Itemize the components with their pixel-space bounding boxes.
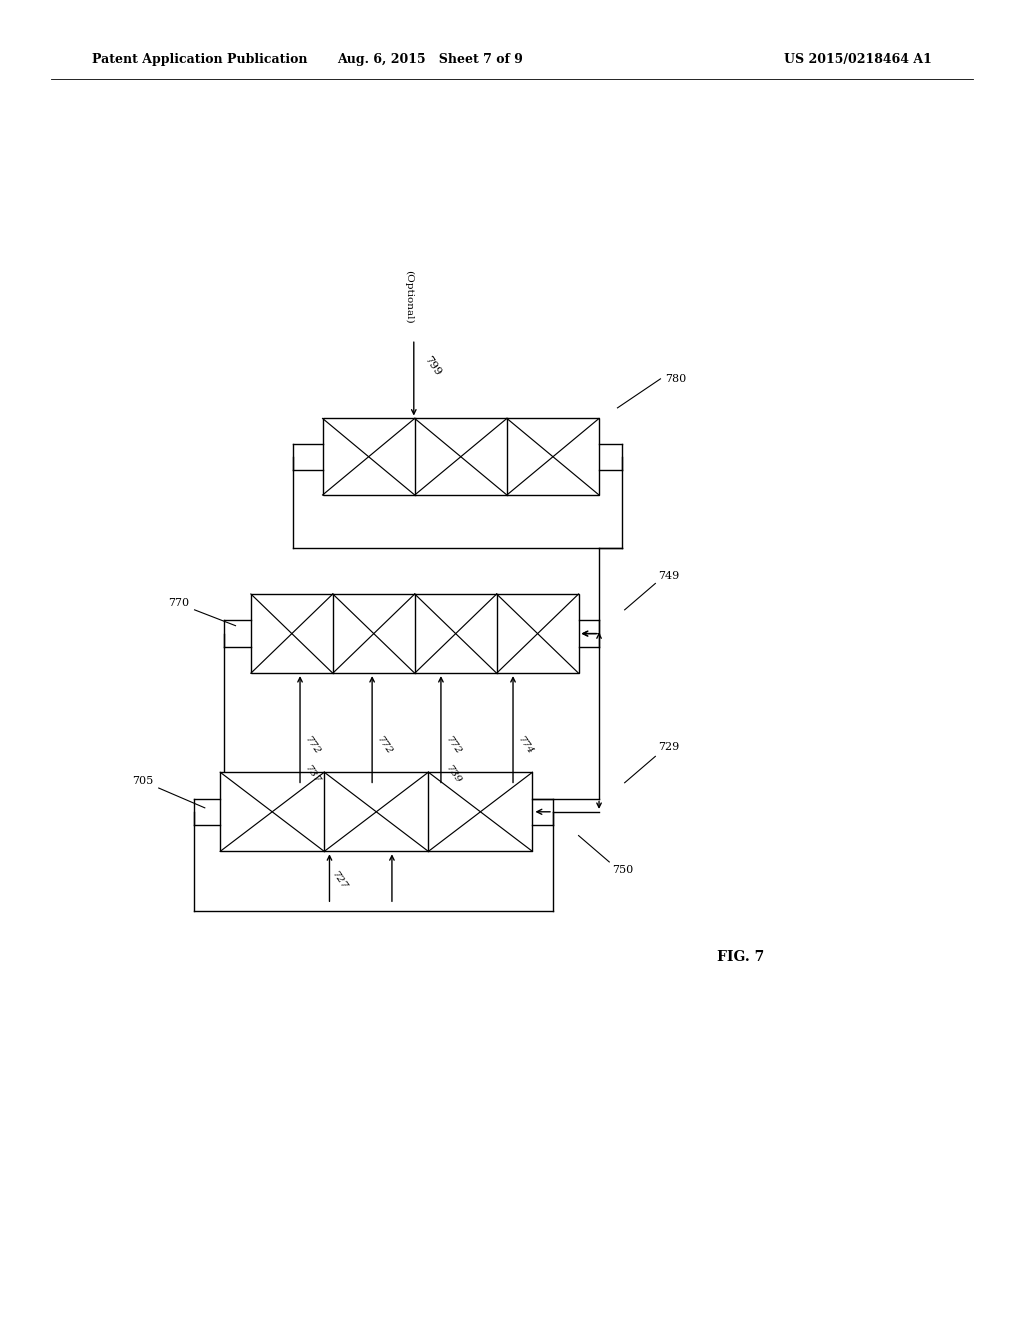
Text: 774: 774 [516,735,535,756]
Text: 705: 705 [132,776,154,787]
Text: 737: 737 [303,764,322,785]
Text: FIG. 7: FIG. 7 [717,950,764,964]
Text: 750: 750 [612,865,634,875]
Text: 799: 799 [422,354,442,378]
Text: US 2015/0218464 A1: US 2015/0218464 A1 [784,53,932,66]
Text: 729: 729 [658,742,680,752]
Text: (Optional): (Optional) [404,269,414,323]
Text: 780: 780 [666,374,687,384]
Bar [220,772,532,851]
Text: 739: 739 [443,764,463,785]
Text: 772: 772 [443,735,463,756]
Text: 772: 772 [375,735,394,756]
Bar [323,418,599,495]
Text: 770: 770 [168,598,189,609]
Text: 727: 727 [331,870,349,891]
Text: Aug. 6, 2015   Sheet 7 of 9: Aug. 6, 2015 Sheet 7 of 9 [337,53,523,66]
Text: Patent Application Publication: Patent Application Publication [92,53,307,66]
Text: 749: 749 [658,570,680,581]
Bar [251,594,579,673]
Text: 772: 772 [303,735,322,756]
